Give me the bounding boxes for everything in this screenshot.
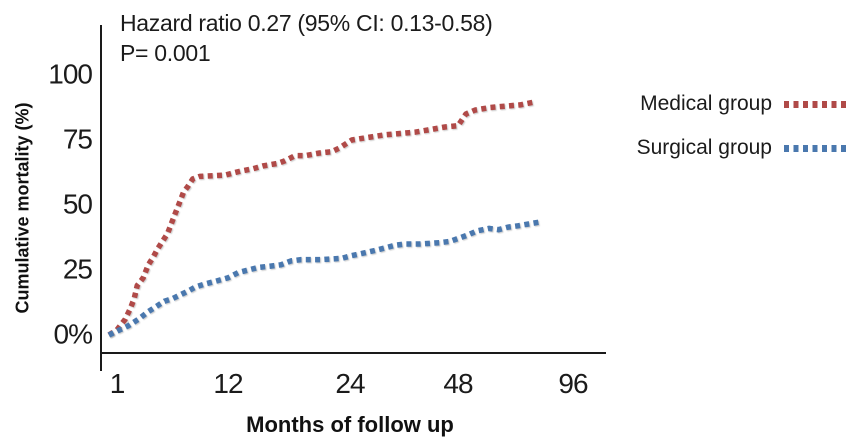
legend-swatch-surgical-group: [784, 144, 846, 152]
x-tick-label: 1: [109, 368, 126, 399]
x-tick-label: 12: [213, 368, 243, 399]
y-tick-label: 25: [62, 253, 93, 285]
legend-item-medical-group: Medical group: [598, 90, 846, 118]
hazard-ratio-line: Hazard ratio 0.27 (95% CI: 0.13-0.58): [120, 10, 493, 36]
legend-label-surgical-group: Surgical group: [636, 136, 772, 159]
curve-surgical-group: [107, 219, 542, 338]
hazard-ratio-annotation: Hazard ratio 0.27 (95% CI: 0.13-0.58) P=…: [120, 8, 493, 68]
curve-medical-group: [107, 99, 534, 338]
legend-label-medical-group: Medical group: [640, 92, 772, 115]
p-value-line: P= 0.001: [120, 40, 211, 66]
legend-item-surgical-group: Surgical group: [598, 134, 846, 162]
y-tick-label: 50: [62, 188, 93, 220]
y-tick-label: 100: [48, 58, 93, 90]
legend: Medical group Surgical group: [598, 90, 846, 178]
y-axis-title: Cumulative mortality (%): [12, 102, 33, 314]
x-axis-title: Months of follow up: [246, 412, 454, 437]
x-tick-label: 24: [335, 368, 365, 399]
legend-swatch-medical-group: [784, 100, 846, 108]
x-tick-label: 96: [558, 368, 588, 399]
y-tick-label: 0%: [53, 318, 93, 350]
x-tick-label: 48: [443, 368, 473, 399]
y-tick-label: 75: [62, 123, 93, 155]
